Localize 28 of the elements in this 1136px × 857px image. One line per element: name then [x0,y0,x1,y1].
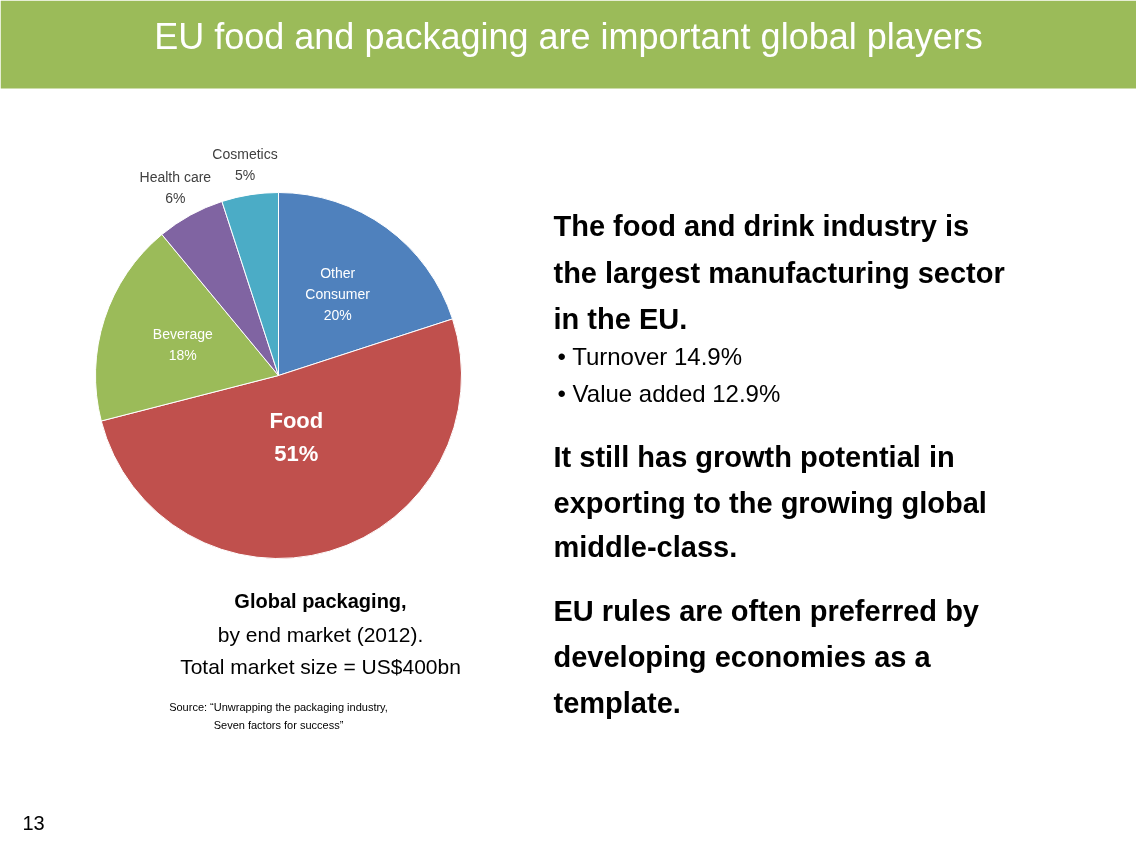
data-label: 51% [274,441,319,467]
slice-label: Health care [139,169,212,186]
text: middle-class. [553,530,738,563]
text: 13 [22,811,45,834]
text: • Turnover 14.9% [557,343,742,370]
text: It still has growth potential in [553,440,955,473]
text: in the EU. [553,302,688,335]
text: The food and drink industry is [553,209,970,242]
text: developing economies as a [553,640,932,673]
data-label: 18% [168,346,197,363]
text: Total market size = US$400bn [180,655,461,678]
data-label: 5% [234,166,256,183]
text: by end market (2012). [217,623,424,646]
text: the largest manufacturing sector [553,256,1005,289]
text: • Value added 12.9% [557,380,781,407]
text: Global packaging, [234,589,407,612]
slice-label: Cosmetics [212,145,278,162]
text: EU rules are often preferred by [553,594,979,627]
slice-label: Beverage [152,325,213,342]
slice-label: Other Consumer [305,265,371,303]
text: Seven factors for success” [213,718,344,731]
data-label: 6% [165,190,186,207]
text: exporting to the growing global [553,486,987,519]
slice-label: Food [269,408,324,434]
text: template. [553,686,681,719]
data-label: 20% [323,307,352,324]
text: EU food and packaging are important global players [154,16,983,57]
source-note: Source: “Unwrapping the packaging industry, [169,700,388,713]
